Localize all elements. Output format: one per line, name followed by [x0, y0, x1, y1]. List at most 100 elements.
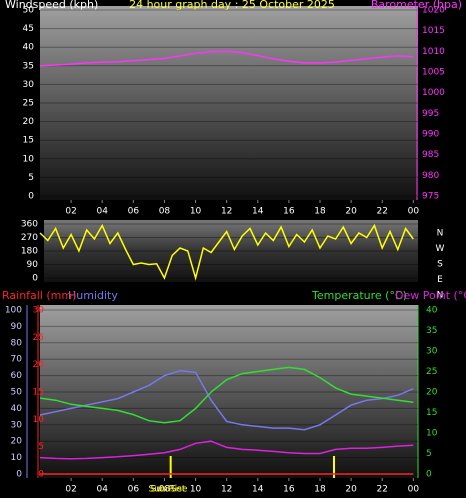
legend-label: Rainfall (mm) — [2, 289, 76, 302]
x-tick-label: 08 — [159, 485, 171, 495]
legend-label: Dew Point (°C) — [395, 289, 466, 302]
x-tick-label: 04 — [96, 485, 108, 495]
y-tick-label: 20 — [426, 388, 438, 398]
x-tick-label: 14 — [252, 207, 264, 217]
y-tick-label: 1015 — [422, 26, 445, 36]
legend-label: Temperature (°C) — [311, 289, 407, 302]
x-tick-label: 00 — [408, 207, 420, 217]
y-tick-label: 1010 — [422, 47, 445, 57]
x-tick-label: 08 — [159, 207, 171, 217]
x-tick-label: 06 — [128, 207, 140, 217]
plot-area — [44, 220, 418, 282]
compass-label: N — [437, 229, 444, 239]
series-line — [39, 366, 414, 424]
y-tick-label: 30 — [23, 80, 35, 90]
y-tick-label: 5 — [38, 442, 44, 452]
y-tick-label: 40 — [11, 404, 23, 414]
x-tick-label: 20 — [345, 485, 357, 495]
y-tick-label: 0 — [28, 192, 34, 202]
y-tick-label: 975 — [422, 192, 439, 202]
y-tick-label: 90 — [11, 322, 23, 332]
x-tick-label: 14 — [252, 485, 264, 495]
x-tick-label: 06 — [128, 485, 140, 495]
y-tick-label: 0 — [16, 470, 22, 480]
compass-label: W — [436, 244, 445, 254]
x-tick-label: 02 — [65, 485, 76, 495]
y-tick-label: 20 — [11, 437, 23, 447]
y-tick-label: 5 — [426, 449, 432, 459]
y-tick-label: 10 — [23, 154, 35, 164]
y-tick-label: 1020 — [422, 6, 445, 16]
sun-label: Sun Set — [151, 485, 186, 495]
y-tick-label: 90 — [27, 260, 39, 270]
x-tick-label: 12 — [221, 485, 232, 495]
axis-label: Windspeed (kph) — [5, 0, 98, 11]
x-tick-label: 12 — [221, 207, 232, 217]
y-tick-label: 45 — [23, 24, 34, 34]
compass-label: S — [437, 260, 443, 270]
y-tick-label: 0 — [32, 274, 38, 284]
series-line — [39, 50, 414, 67]
compass-label: N — [437, 291, 444, 301]
y-tick-label: 360 — [21, 220, 38, 230]
y-tick-label: 50 — [23, 6, 35, 16]
y-tick-label: 50 — [11, 388, 23, 398]
y-tick-label: 35 — [426, 326, 437, 336]
x-tick-label: 04 — [96, 207, 108, 217]
y-tick-label: 40 — [23, 43, 35, 53]
y-tick-label: 40 — [426, 306, 438, 316]
series-line — [39, 223, 414, 281]
y-tick-label: 15 — [33, 388, 44, 398]
y-tick-label: 990 — [422, 130, 439, 140]
y-tick-label: 100 — [5, 306, 22, 316]
legend-label: Humidity — [68, 289, 118, 302]
y-tick-label: 35 — [23, 61, 34, 71]
y-tick-label: 10 — [426, 429, 438, 439]
y-tick-label: 0 — [426, 470, 432, 480]
y-tick-label: 25 — [23, 99, 34, 109]
x-tick-label: 22 — [376, 485, 387, 495]
x-tick-label: 22 — [376, 207, 387, 217]
x-tick-label: 16 — [283, 485, 295, 495]
y-tick-label: 1005 — [422, 68, 445, 78]
y-tick-label: 60 — [11, 371, 23, 381]
y-tick-label: 25 — [426, 367, 437, 377]
y-tick-label: 30 — [11, 420, 23, 430]
plot-area — [40, 305, 418, 478]
y-tick-label: 30 — [33, 306, 45, 316]
compass-label: E — [437, 275, 443, 285]
y-tick-label: 25 — [33, 333, 44, 343]
y-tick-label: 10 — [11, 453, 23, 463]
x-tick-label: 10 — [190, 485, 202, 495]
y-tick-label: 5 — [28, 173, 34, 183]
y-tick-label: 980 — [422, 171, 439, 181]
series-line — [39, 440, 414, 460]
x-tick-label: 16 — [283, 207, 295, 217]
y-tick-label: 30 — [426, 347, 438, 357]
y-tick-label: 270 — [21, 233, 38, 243]
y-tick-label: 20 — [33, 360, 45, 370]
plot-area — [40, 6, 418, 200]
chart-title: 24 hour graph day : 25 October 2025 — [129, 0, 335, 11]
y-tick-label: 1000 — [422, 88, 445, 98]
y-tick-label: 180 — [21, 247, 38, 257]
sun-label: Sun Rise — [149, 485, 188, 495]
y-tick-label: 20 — [23, 117, 35, 127]
series-line — [39, 369, 414, 431]
x-tick-label: 00 — [408, 485, 420, 495]
y-tick-label: 15 — [426, 408, 437, 418]
y-tick-label: 15 — [23, 136, 34, 146]
y-tick-label: 985 — [422, 150, 439, 160]
y-tick-label: 10 — [33, 415, 45, 425]
legend-label: Barometer (hpa) — [371, 0, 462, 11]
x-tick-label: 20 — [345, 207, 357, 217]
y-tick-label: 80 — [11, 338, 23, 348]
y-tick-label: 995 — [422, 109, 439, 119]
x-tick-label: 02 — [65, 207, 76, 217]
x-tick-label: 10 — [190, 207, 202, 217]
x-tick-label: 18 — [314, 485, 326, 495]
x-tick-label: 18 — [314, 207, 326, 217]
y-tick-label: 70 — [11, 355, 23, 365]
